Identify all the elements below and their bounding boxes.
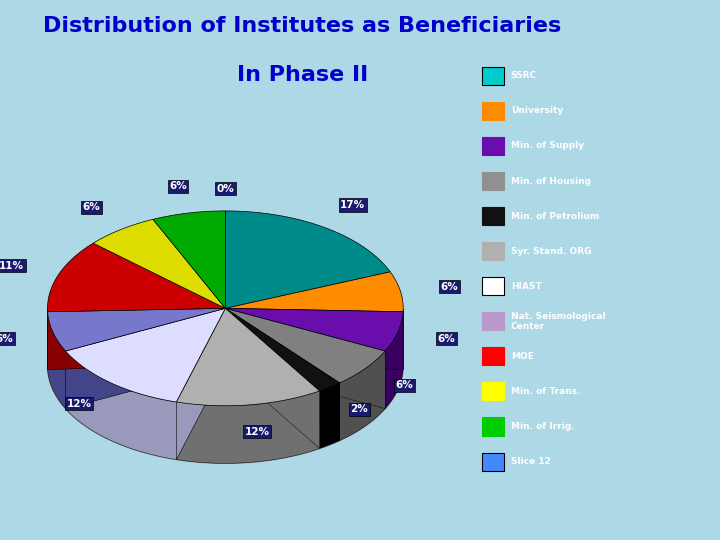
Polygon shape <box>176 391 320 463</box>
Bar <box>482 347 504 366</box>
Bar <box>482 277 504 295</box>
Text: 6%: 6% <box>0 334 14 343</box>
Polygon shape <box>48 308 225 351</box>
Text: Min. of Irrig.: Min. of Irrig. <box>511 422 575 431</box>
Polygon shape <box>48 312 66 409</box>
Polygon shape <box>176 308 225 460</box>
Text: Syr. Stand. ORG: Syr. Stand. ORG <box>511 247 591 255</box>
Polygon shape <box>225 308 385 383</box>
Polygon shape <box>93 219 225 308</box>
Polygon shape <box>225 308 385 409</box>
Bar <box>482 102 504 120</box>
Text: 17%: 17% <box>340 200 365 210</box>
Text: 11%: 11% <box>0 261 24 271</box>
Bar <box>482 417 504 436</box>
Text: 6%: 6% <box>169 181 187 191</box>
Bar <box>482 312 504 330</box>
Text: In Phase II: In Phase II <box>237 65 368 85</box>
Text: 2%: 2% <box>351 404 368 414</box>
Text: Slice 12: Slice 12 <box>511 457 551 466</box>
Text: MOE: MOE <box>511 352 534 361</box>
Text: Min. of Housing: Min. of Housing <box>511 177 591 186</box>
Text: 6%: 6% <box>441 282 459 292</box>
Polygon shape <box>48 308 225 369</box>
Polygon shape <box>340 351 385 441</box>
Text: 6%: 6% <box>83 202 100 212</box>
Polygon shape <box>153 211 225 308</box>
Polygon shape <box>48 366 403 463</box>
Text: Min. of Supply: Min. of Supply <box>511 141 584 151</box>
Polygon shape <box>225 308 385 409</box>
Text: Distribution of Institutes as Beneficiaries: Distribution of Institutes as Beneficiar… <box>43 16 562 36</box>
Text: SSRC: SSRC <box>511 71 537 80</box>
Text: 12%: 12% <box>245 427 269 437</box>
Bar <box>482 382 504 401</box>
Polygon shape <box>176 308 225 460</box>
Polygon shape <box>225 308 340 441</box>
Polygon shape <box>385 312 403 409</box>
Polygon shape <box>66 308 225 409</box>
Text: Nat. Seismological
Center: Nat. Seismological Center <box>511 312 606 331</box>
Text: 0%: 0% <box>217 184 234 194</box>
Polygon shape <box>66 351 176 460</box>
Text: HIAST: HIAST <box>511 282 541 291</box>
Text: Min. of Trans.: Min. of Trans. <box>511 387 580 396</box>
Polygon shape <box>225 308 403 369</box>
Text: Min. of Petrolium: Min. of Petrolium <box>511 212 599 221</box>
Text: University: University <box>511 106 563 116</box>
Polygon shape <box>48 243 225 312</box>
Polygon shape <box>48 308 225 369</box>
Bar <box>482 242 504 260</box>
Polygon shape <box>66 308 225 402</box>
Polygon shape <box>225 308 340 441</box>
Bar <box>482 207 504 225</box>
Polygon shape <box>225 308 403 369</box>
Polygon shape <box>225 308 320 449</box>
Bar <box>482 172 504 190</box>
Polygon shape <box>320 383 340 449</box>
Polygon shape <box>225 272 403 312</box>
Text: 12%: 12% <box>66 399 91 409</box>
Polygon shape <box>176 308 320 406</box>
Polygon shape <box>225 308 403 351</box>
Text: 6%: 6% <box>396 380 413 390</box>
Text: 6%: 6% <box>437 334 455 343</box>
Bar <box>482 137 504 155</box>
Polygon shape <box>225 308 340 391</box>
Bar <box>482 453 504 471</box>
Polygon shape <box>225 308 320 449</box>
Polygon shape <box>66 308 225 409</box>
Bar <box>482 67 504 85</box>
Polygon shape <box>225 211 390 308</box>
